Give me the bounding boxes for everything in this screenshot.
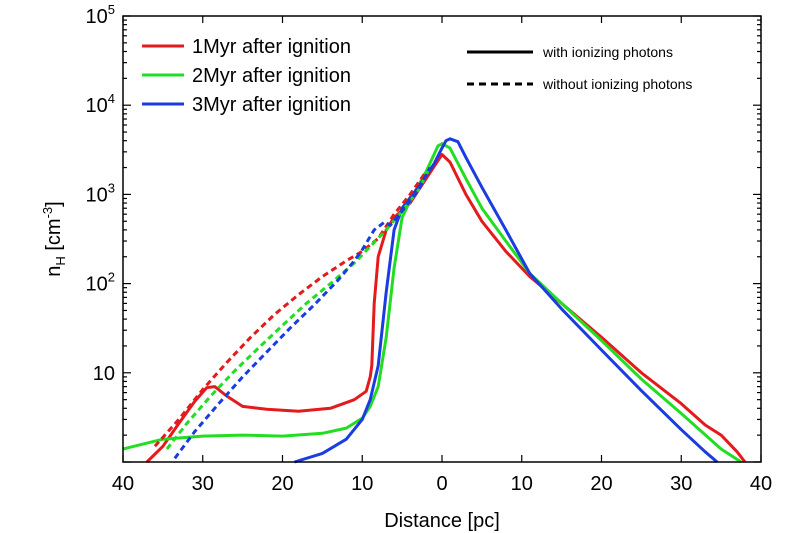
series-line-0-solid <box>145 153 747 464</box>
legend-label-with-photons: with ionizing photons <box>542 44 673 60</box>
legend-label-2myr: 2Myr after ignition <box>192 65 351 87</box>
y-axis-title: nH [cm-3] <box>40 201 68 276</box>
x-tick-label: 10 <box>351 473 373 495</box>
x-tick-label: 10 <box>511 473 533 495</box>
y-tick-label: 103 <box>86 180 115 206</box>
tick-labels: 40 30 20 10 0 10 20 30 40 10 102 103 104 105 <box>86 2 773 495</box>
y-axis-title-base: n <box>43 266 65 277</box>
y-tick-label: 105 <box>86 2 115 28</box>
x-tick-label: 30 <box>192 473 214 495</box>
y-tick-label: 10 <box>93 363 115 385</box>
legend-label-without-photons: without ionizing photons <box>542 76 692 92</box>
y-tick-label: 104 <box>86 91 115 117</box>
y-axis-title-unit: [cm <box>43 218 65 256</box>
series-line-4-dashed <box>165 166 432 450</box>
x-tick-label: 20 <box>271 473 293 495</box>
legend: 1Myr after ignition 2Myr after ignition … <box>142 36 692 116</box>
y-tick-label: 102 <box>86 270 115 296</box>
axis-ticks <box>122 15 762 463</box>
x-tick-label: 40 <box>112 473 134 495</box>
legend-label-3myr: 3Myr after ignition <box>192 94 351 116</box>
series-line-3-dashed <box>153 170 428 448</box>
y-axis-title-sub: H <box>53 256 68 265</box>
x-tick-label: 0 <box>436 473 447 495</box>
x-tick-label: 30 <box>670 473 692 495</box>
series-line-5-dashed <box>173 166 432 460</box>
series-line-2-solid <box>294 137 719 464</box>
y-axis-title-unit-close: ] <box>43 201 65 207</box>
x-tick-label: 40 <box>750 473 772 495</box>
y-axis-title-unit-exp: -3 <box>40 207 55 219</box>
x-axis-title: Distance [pc] <box>384 510 500 532</box>
x-tick-label: 20 <box>590 473 612 495</box>
legend-label-1myr: 1Myr after ignition <box>192 36 351 58</box>
plot-lines <box>122 137 747 464</box>
series-line-1-solid <box>122 142 742 464</box>
